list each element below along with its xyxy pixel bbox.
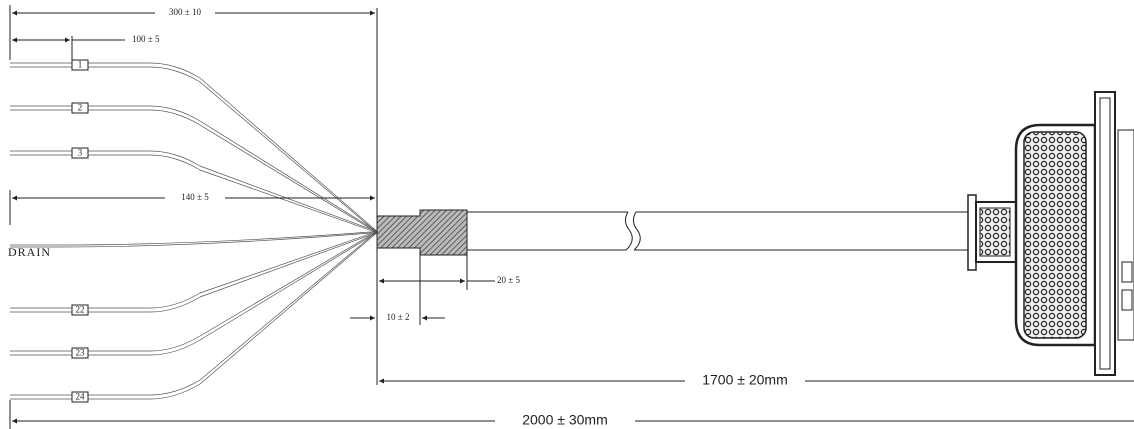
wire-label: 3 — [78, 148, 83, 158]
wire-label: 23 — [76, 348, 86, 358]
connector — [967, 91, 1134, 376]
wire — [10, 232, 378, 313]
dimension-label: 1700 ± 20mm — [702, 372, 788, 388]
label-bg — [165, 191, 225, 205]
wire — [10, 109, 378, 233]
dimension-label: 10 ± 2 — [387, 312, 410, 322]
boot — [376, 209, 468, 256]
wire — [10, 105, 378, 232]
wire-label: 24 — [76, 392, 86, 402]
wire-tag — [71, 391, 89, 403]
wire-tag — [71, 347, 89, 359]
wire-tag — [71, 102, 89, 114]
dimension-label: 20 ± 5 — [497, 275, 520, 285]
wire-label: 2 — [78, 103, 83, 113]
dimension-label: 100 ± 5 — [132, 34, 160, 44]
wire — [10, 154, 378, 233]
wire-tag — [71, 304, 89, 316]
dimension-label: 140 ± 5 — [181, 192, 209, 202]
wire-label: 22 — [76, 305, 85, 315]
wire — [10, 232, 378, 356]
wire — [10, 231, 378, 309]
dimension-label: 2000 ± 30mm — [522, 412, 608, 428]
drain-wire — [10, 232, 378, 248]
dimension-lines — [9, 5, 1134, 429]
cable — [467, 211, 975, 251]
wire — [10, 231, 378, 396]
wire — [10, 62, 378, 232]
wire-label: 1 — [78, 60, 83, 70]
wire — [10, 150, 378, 232]
wire-tag — [71, 59, 89, 71]
dimension-label: 300 ± 10 — [169, 7, 201, 17]
drain-label: DRAIN — [8, 245, 51, 259]
wire — [10, 66, 378, 233]
wire — [10, 232, 378, 400]
wire-tag — [71, 147, 89, 159]
wire — [10, 231, 378, 352]
drain-wire — [10, 231, 378, 246]
label-bg — [155, 6, 215, 20]
